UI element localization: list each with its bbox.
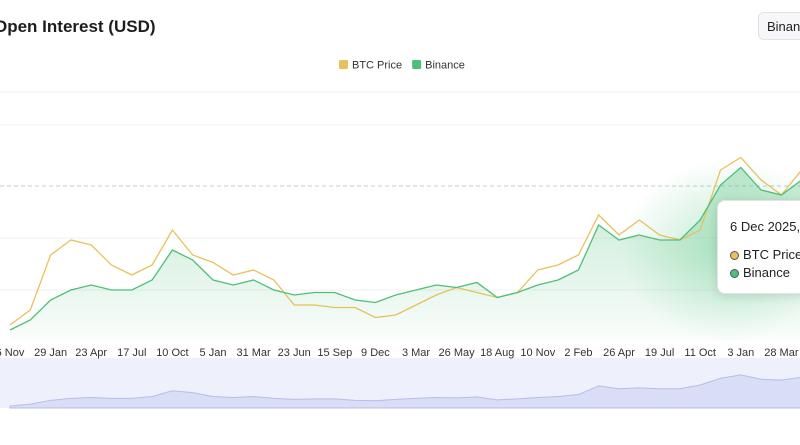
x-tick-label: 6 Nov <box>0 347 25 359</box>
legend-label: Binance <box>425 60 465 72</box>
x-tick-label: 10 Oct <box>156 347 188 359</box>
series-line <box>9 166 800 331</box>
x-tick-label: 28 Mar <box>764 347 799 359</box>
x-tick-label: 3 Jan <box>727 347 754 359</box>
tooltip-row: Binance <box>730 265 790 280</box>
tooltip: 6 Dec 2025, 0 BTC Price Binance <box>717 200 800 294</box>
legend-swatch <box>339 60 348 69</box>
x-tick-label: 5 Jan <box>200 347 227 359</box>
navigator-area <box>9 374 800 409</box>
tooltip-label: BTC Price <box>743 247 800 262</box>
x-tick-label: 18 Aug <box>480 347 514 359</box>
x-tick-label: 29 Jan <box>34 347 67 359</box>
x-tick-label: 26 Apr <box>603 347 635 359</box>
area <box>10 167 800 340</box>
x-tick-label: 3 Mar <box>402 347 430 359</box>
x-tick-label: 19 Jul <box>645 347 674 359</box>
series-line <box>9 156 800 326</box>
legend-label: BTC Price <box>352 60 402 72</box>
x-tick-label: 10 Nov <box>520 347 555 359</box>
x-tick-label: 15 Sep <box>317 347 352 359</box>
tooltip-swatch <box>730 269 739 279</box>
legend-swatch <box>412 60 422 69</box>
x-tick-label: 9 Dec <box>361 347 390 359</box>
tooltip-row: BTC Price <box>730 247 800 262</box>
legend: BTC Price Binance <box>339 60 465 72</box>
tooltip-label: Binance <box>743 265 790 280</box>
x-tick-label: 23 Jun <box>278 347 311 359</box>
x-tick-label: 11 Oct <box>684 347 716 359</box>
tooltip-title: 6 Dec 2025, 0 <box>730 219 800 234</box>
exchange-selector[interactable]: Binance <box>758 12 800 40</box>
x-tick-label: 26 May <box>439 347 476 359</box>
x-tick-label: 17 Jul <box>117 347 146 359</box>
tooltip-swatch <box>730 251 739 261</box>
x-tick-label: 31 Mar <box>236 347 271 359</box>
chart-title: Open Interest (USD) <box>0 17 156 36</box>
x-tick-label: 2 Feb <box>564 347 592 359</box>
x-tick-label: 23 Apr <box>75 347 107 359</box>
